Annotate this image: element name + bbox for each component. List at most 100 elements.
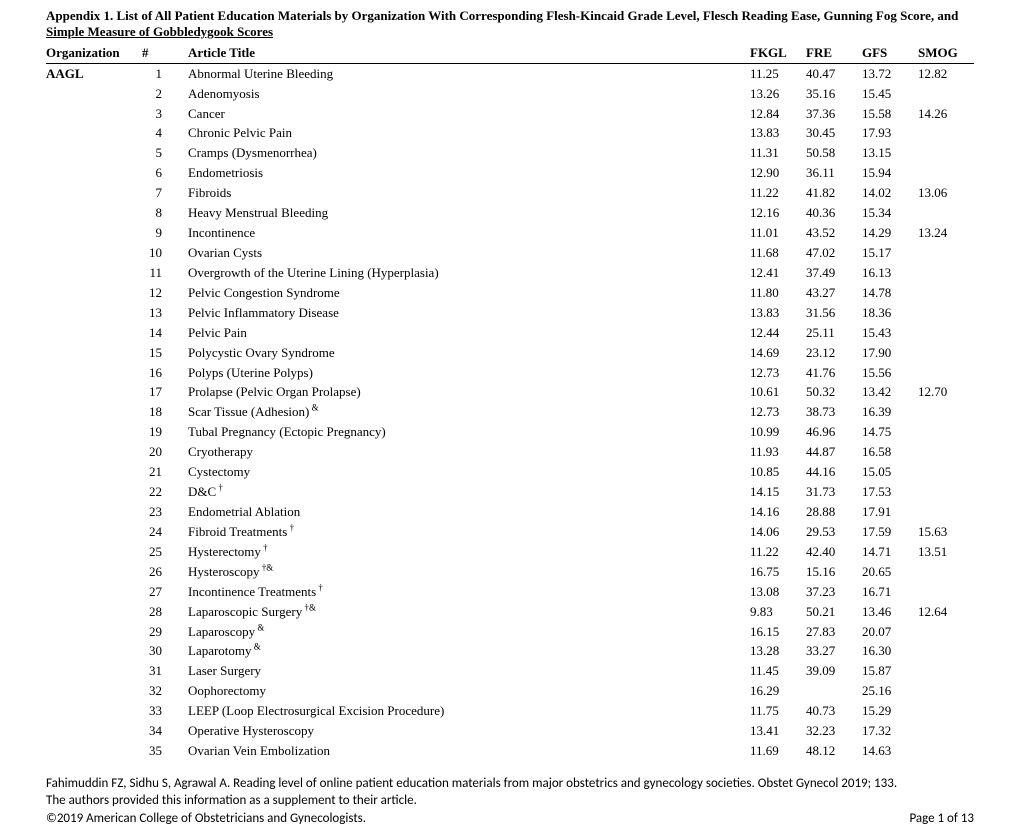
page-footer: Fahimuddin FZ, Sidhu S, Agrawal A. Readi…: [46, 775, 974, 827]
cell-title: Incontinence: [188, 223, 750, 243]
cell-smog: [918, 342, 974, 362]
cell-smog: [918, 462, 974, 482]
cell-fre: 42.40: [806, 542, 862, 562]
cell-fre: 33.27: [806, 641, 862, 661]
cell-fre: 39.09: [806, 661, 862, 681]
cell-gfs: 14.71: [862, 542, 918, 562]
cell-gfs: 17.93: [862, 123, 918, 143]
cell-smog: [918, 442, 974, 462]
cell-fkgl: 11.68: [750, 243, 806, 263]
cell-fre: 25.11: [806, 322, 862, 342]
cell-fkgl: 14.15: [750, 482, 806, 502]
cell-fre: 50.32: [806, 382, 862, 402]
cell-num: 35: [142, 741, 188, 761]
cell-smog: [918, 741, 974, 761]
cell-smog: [918, 243, 974, 263]
cell-smog: [918, 203, 974, 223]
cell-smog: [918, 163, 974, 183]
cell-smog: [918, 402, 974, 422]
cell-org: [46, 741, 142, 761]
table-row: 32Oophorectomy16.2925.16: [46, 681, 974, 701]
cell-gfs: 25.16: [862, 681, 918, 701]
cell-title: Abnormal Uterine Bleeding: [188, 63, 750, 83]
cell-num: 21: [142, 462, 188, 482]
cell-fre: 37.23: [806, 581, 862, 601]
cell-num: 6: [142, 163, 188, 183]
cell-title: Cramps (Dysmenorrhea): [188, 143, 750, 163]
cell-fkgl: 12.84: [750, 103, 806, 123]
table-row: 16Polyps (Uterine Polyps)12.7341.7615.56: [46, 362, 974, 382]
cell-num: 5: [142, 143, 188, 163]
cell-title: Heavy Menstrual Bleeding: [188, 203, 750, 223]
cell-gfs: 17.59: [862, 522, 918, 542]
cell-org: [46, 681, 142, 701]
table-row: 20Cryotherapy11.9344.8716.58: [46, 442, 974, 462]
cell-fkgl: 13.41: [750, 721, 806, 741]
table-row: 19Tubal Pregnancy (Ectopic Pregnancy)10.…: [46, 422, 974, 442]
cell-smog: 12.70: [918, 382, 974, 402]
cell-num: 14: [142, 322, 188, 342]
cell-fre: 36.11: [806, 163, 862, 183]
cell-org: [46, 183, 142, 203]
cell-smog: [918, 322, 974, 342]
cell-gfs: 13.15: [862, 143, 918, 163]
cell-fre: 27.83: [806, 621, 862, 641]
cell-org: [46, 462, 142, 482]
title-footnote-marker: †: [316, 582, 323, 592]
col-header-num: #: [142, 43, 188, 64]
cell-title: Chronic Pelvic Pain: [188, 123, 750, 143]
cell-fre: 38.73: [806, 402, 862, 422]
cell-org: [46, 581, 142, 601]
table-row: 29Laparoscopy &16.1527.8320.07: [46, 621, 974, 641]
cell-fre: 44.16: [806, 462, 862, 482]
cell-title: Adenomyosis: [188, 83, 750, 103]
cell-num: 18: [142, 402, 188, 422]
table-row: 24Fibroid Treatments †14.0629.5317.5915.…: [46, 522, 974, 542]
cell-gfs: 17.91: [862, 502, 918, 522]
footer-citation: Fahimuddin FZ, Sidhu S, Agrawal A. Readi…: [46, 775, 974, 793]
table-row: 21Cystectomy10.8544.1615.05: [46, 462, 974, 482]
cell-fkgl: 12.73: [750, 362, 806, 382]
cell-org: [46, 661, 142, 681]
cell-fre: 37.49: [806, 263, 862, 283]
title-footnote-marker: †: [287, 523, 294, 533]
data-table: Organization # Article Title FKGL FRE GF…: [46, 43, 974, 761]
cell-smog: [918, 123, 974, 143]
cell-smog: 12.82: [918, 63, 974, 83]
cell-title: Cancer: [188, 103, 750, 123]
cell-num: 10: [142, 243, 188, 263]
cell-smog: [918, 83, 974, 103]
cell-org: [46, 701, 142, 721]
footer-page: Page 1 of 13: [909, 810, 974, 827]
cell-fkgl: 16.75: [750, 562, 806, 582]
cell-fre: 41.82: [806, 183, 862, 203]
cell-gfs: 16.58: [862, 442, 918, 462]
cell-fre: 48.12: [806, 741, 862, 761]
cell-org: [46, 382, 142, 402]
table-row: 26Hysteroscopy †&16.7515.1620.65: [46, 562, 974, 582]
cell-smog: [918, 502, 974, 522]
cell-gfs: 13.46: [862, 601, 918, 621]
col-header-fkgl: FKGL: [750, 43, 806, 64]
cell-gfs: 20.07: [862, 621, 918, 641]
cell-smog: [918, 562, 974, 582]
cell-fkgl: 10.61: [750, 382, 806, 402]
cell-title: Endometriosis: [188, 163, 750, 183]
title-footnote-marker: &: [309, 403, 318, 413]
title-line-1: Appendix 1. List of All Patient Educatio…: [46, 8, 958, 23]
cell-fkgl: 14.69: [750, 342, 806, 362]
table-row: 15Polycystic Ovary Syndrome14.6923.1217.…: [46, 342, 974, 362]
table-row: 3Cancer12.8437.3615.5814.26: [46, 103, 974, 123]
cell-fre: 50.58: [806, 143, 862, 163]
cell-fre: 47.02: [806, 243, 862, 263]
cell-fkgl: 10.99: [750, 422, 806, 442]
cell-num: 3: [142, 103, 188, 123]
cell-gfs: 14.63: [862, 741, 918, 761]
cell-title: Tubal Pregnancy (Ectopic Pregnancy): [188, 422, 750, 442]
cell-gfs: 17.90: [862, 342, 918, 362]
cell-title: Ovarian Vein Embolization: [188, 741, 750, 761]
cell-title: Cryotherapy: [188, 442, 750, 462]
cell-gfs: 17.32: [862, 721, 918, 741]
cell-title: Cystectomy: [188, 462, 750, 482]
cell-num: 15: [142, 342, 188, 362]
